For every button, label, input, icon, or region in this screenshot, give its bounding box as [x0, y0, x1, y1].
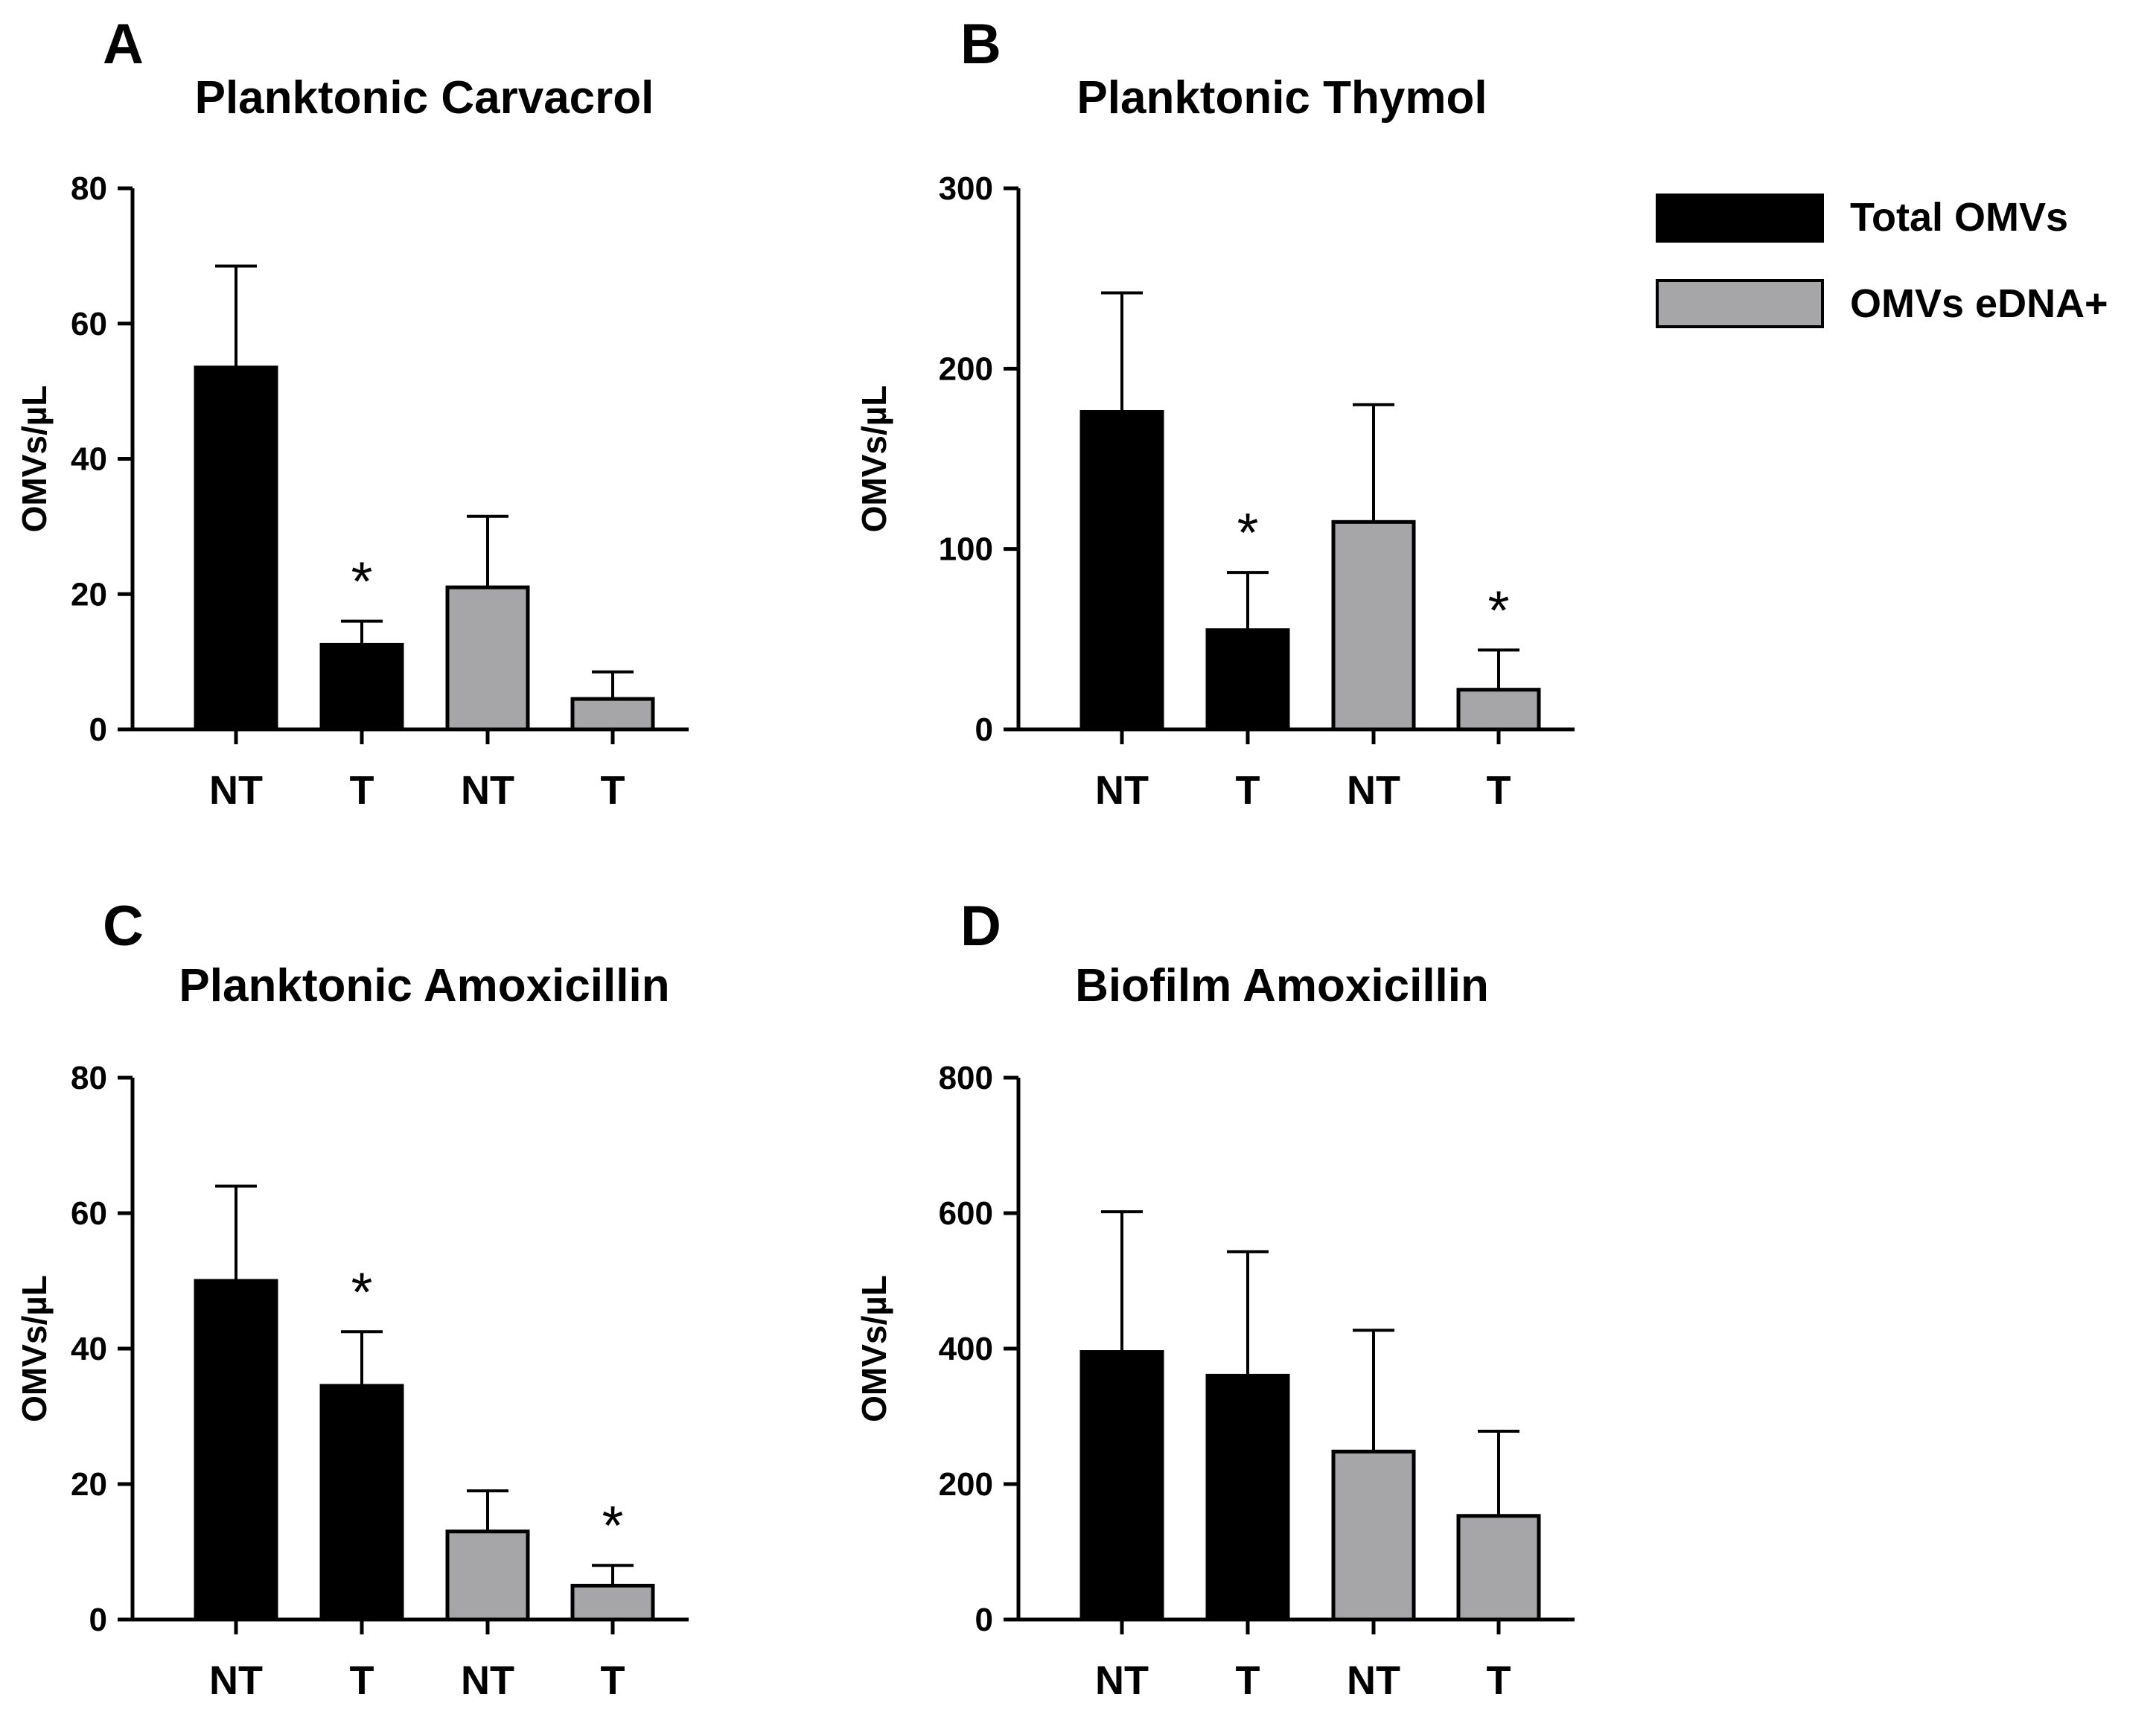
panels: A Planktonic Carvacrol OMVs/µL 0 20 40 60 80 NT T… [15, 13, 1575, 1703]
bar [1456, 1514, 1541, 1622]
panel-b: B Planktonic Thymol OMVs/µL 0 100 200 300 NT T * N… [855, 13, 1575, 813]
bar [319, 1384, 404, 1622]
bar [1079, 1350, 1164, 1622]
bar [1331, 1449, 1416, 1622]
y-tick-label: 0 [975, 1602, 993, 1638]
y-tick-label: 60 [71, 306, 107, 342]
panel-title: Planktonic Thymol [1077, 72, 1487, 124]
y-tick-label: 200 [939, 351, 993, 387]
legend: Total OMVs OMVs eDNA+ [1656, 194, 2108, 328]
y-tick-label: 100 [939, 531, 993, 568]
panel-title: Planktonic Amoxicillin [179, 960, 669, 1011]
bar [1456, 688, 1541, 732]
legend-label-total-omvs: Total OMVs [1850, 195, 2068, 240]
category-label: NT [209, 1658, 263, 1703]
bar [1079, 409, 1164, 732]
bar [194, 1279, 278, 1622]
legend-label-omvs-edna: OMVs eDNA+ [1850, 281, 2108, 326]
y-tick-label: 0 [975, 712, 993, 748]
category-label: T [1236, 768, 1260, 813]
category-label: NT [209, 768, 263, 813]
panel-letter: A [103, 13, 144, 76]
y-axis-label: OMVs/µL [15, 386, 54, 533]
category-label: T [1236, 1658, 1260, 1703]
bar [319, 642, 404, 732]
significance-star: * [351, 1261, 373, 1323]
significance-star: * [1488, 579, 1510, 641]
category-label: NT [1347, 768, 1400, 813]
category-label: NT [1347, 1658, 1400, 1703]
y-axis-label: OMVs/µL [15, 1275, 54, 1422]
y-tick-label: 40 [71, 1331, 107, 1367]
legend-swatch-omvs-edna [1656, 279, 1824, 328]
panel-title: Planktonic Carvacrol [195, 72, 654, 124]
category-label: NT [461, 768, 514, 813]
category-label: T [601, 768, 625, 813]
y-tick-label: 200 [939, 1466, 993, 1503]
y-tick-label: 60 [71, 1195, 107, 1232]
panel-c: C Planktonic Amoxicillin OMVs/µL 0 20 40 60 80 N… [15, 895, 689, 1703]
panel-a: A Planktonic Carvacrol OMVs/µL 0 20 40 60 80 NT T… [15, 13, 689, 813]
category-label: NT [1095, 1658, 1149, 1703]
category-label: T [350, 768, 374, 813]
significance-star: * [351, 551, 373, 613]
category-label: T [1487, 768, 1511, 813]
y-tick-label: 800 [939, 1060, 993, 1096]
y-tick-label: 40 [71, 441, 107, 478]
bar [445, 585, 530, 732]
bar [1205, 628, 1290, 732]
panel-letter: B [960, 13, 1001, 76]
bar [194, 365, 278, 732]
y-axis-label: OMVs/µL [855, 1275, 893, 1422]
y-tick-label: 20 [71, 576, 107, 613]
bar [1205, 1373, 1290, 1622]
significance-star: * [602, 1494, 624, 1556]
y-tick-label: 300 [939, 170, 993, 207]
y-tick-label: 400 [939, 1331, 993, 1367]
bar [1331, 519, 1416, 732]
y-tick-label: 0 [89, 1602, 107, 1638]
bar [570, 697, 655, 732]
y-tick-label: 80 [71, 1060, 107, 1096]
panel-d: D Biofilm Amoxicillin OMVs/µL 0 200 400 600 800… [855, 895, 1575, 1703]
significance-star: * [1237, 502, 1259, 563]
y-tick-label: 80 [71, 170, 107, 207]
category-label: T [1487, 1658, 1511, 1703]
panel-letter: C [103, 895, 144, 958]
bar [570, 1584, 655, 1622]
category-label: NT [1095, 768, 1149, 813]
panel-letter: D [960, 895, 1001, 958]
y-tick-label: 20 [71, 1466, 107, 1503]
bar [445, 1529, 530, 1622]
category-label: T [350, 1658, 374, 1703]
legend-swatch-total-omvs [1656, 194, 1824, 243]
category-label: NT [461, 1658, 514, 1703]
category-label: T [601, 1658, 625, 1703]
y-tick-label: 600 [939, 1195, 993, 1232]
y-axis-label: OMVs/µL [855, 386, 893, 533]
y-tick-label: 0 [89, 712, 107, 748]
panel-title: Biofilm Amoxicillin [1075, 960, 1489, 1011]
